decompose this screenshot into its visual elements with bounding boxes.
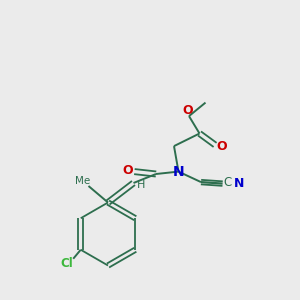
Text: N: N (234, 177, 244, 190)
Text: Cl: Cl (61, 257, 74, 270)
Text: O: O (122, 164, 133, 177)
Text: O: O (182, 103, 193, 117)
Text: H: H (137, 180, 145, 190)
Text: N: N (173, 165, 184, 178)
Text: Me: Me (76, 176, 91, 186)
Text: C: C (224, 176, 232, 189)
Text: O: O (216, 140, 227, 153)
